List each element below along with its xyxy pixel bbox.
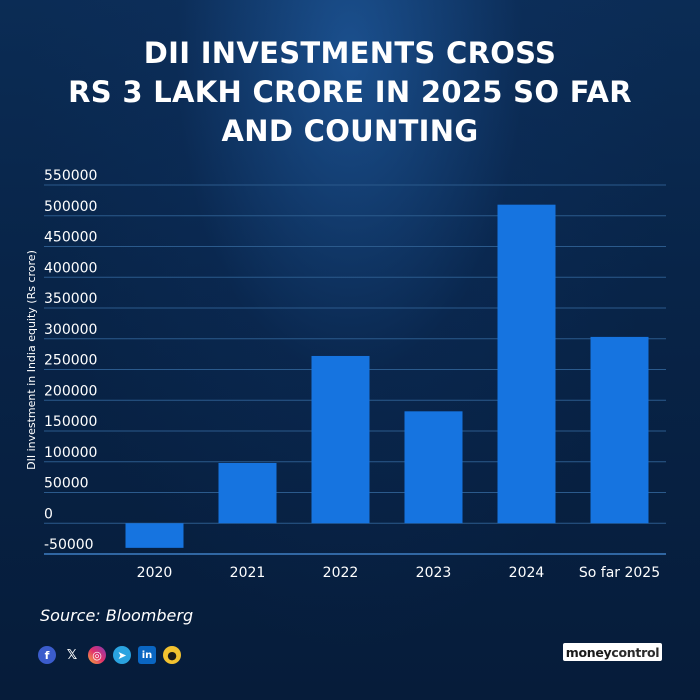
- bar-chart: -50000 0 50000 100000 150000 200000 250000 3000…: [25, 168, 666, 581]
- x-tick-label: So far 2025: [579, 565, 660, 581]
- x-tick-label: 2023: [416, 565, 452, 581]
- x-icon[interactable]: 𝕏: [66, 647, 78, 663]
- y-tick-label: 500000: [44, 199, 97, 215]
- brand-part-2: control: [611, 644, 660, 660]
- y-tick-label: 150000: [44, 414, 97, 430]
- y-tick-label: 550000: [44, 168, 97, 184]
- y-tick-label: 0: [44, 506, 53, 522]
- x-tick-label: 2022: [323, 565, 359, 581]
- bar-2023: [404, 411, 463, 524]
- y-tick-label: 100000: [44, 445, 97, 461]
- bar-2022: [311, 355, 370, 524]
- title-line-1: DII INVESTMENTS CROSS: [143, 36, 557, 70]
- x-tick-label: 2020: [137, 565, 173, 581]
- koo-icon[interactable]: ●: [163, 646, 181, 664]
- moneycontrol-logo: money control: [563, 643, 662, 661]
- facebook-icon[interactable]: f: [38, 646, 56, 664]
- bar-2024: [497, 204, 556, 524]
- y-tick-labels: -50000 0 50000 100000 150000 200000 250000 3000…: [44, 168, 97, 553]
- brand-part-1: money: [565, 644, 612, 660]
- y-tick-label: 300000: [44, 322, 97, 338]
- title-line-2: RS 3 LAKH CRORE IN 2025 SO FAR: [68, 75, 632, 109]
- source-note: Source: Bloomberg: [40, 606, 194, 625]
- x-tick-label: 2021: [230, 565, 266, 581]
- telegram-icon[interactable]: ➤: [113, 646, 131, 664]
- y-tick-label: 50000: [44, 476, 89, 492]
- x-tick-labels: 2020 2021 2022 2023 2024 So far 2025: [137, 565, 660, 581]
- y-tick-label: 450000: [44, 230, 97, 246]
- y-tick-label: 250000: [44, 353, 97, 369]
- y-tick-label: 350000: [44, 291, 97, 307]
- y-tick-label: -50000: [44, 537, 94, 553]
- chart-title: DII INVESTMENTS CROSS RS 3 LAKH CRORE IN…: [0, 34, 700, 151]
- title-line-3: AND COUNTING: [221, 114, 479, 148]
- y-tick-label: 200000: [44, 383, 97, 399]
- y-axis-label: DII investment in India equity (Rs crore…: [25, 250, 38, 470]
- bar-2021: [218, 462, 277, 524]
- x-tick-label: 2024: [509, 565, 545, 581]
- y-tick-label: 400000: [44, 260, 97, 276]
- bar-so-far-2025: [590, 336, 649, 524]
- bar-2020: [125, 523, 184, 548]
- instagram-icon[interactable]: ◎: [88, 646, 106, 664]
- bars: [125, 204, 649, 548]
- social-icons: f 𝕏 ◎ ➤ in ●: [38, 646, 181, 664]
- linkedin-icon[interactable]: in: [138, 646, 156, 664]
